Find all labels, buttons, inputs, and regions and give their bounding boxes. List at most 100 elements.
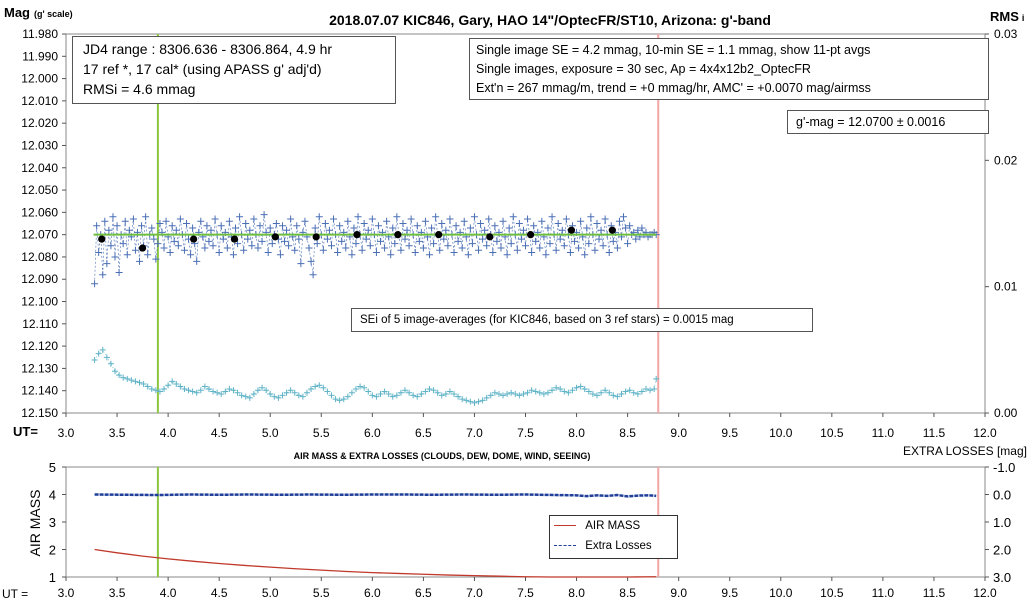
rmsi-point: [312, 383, 319, 390]
rmsi-point: [128, 377, 135, 384]
rmsi-point: [483, 394, 490, 401]
individual-image-point: [507, 240, 515, 248]
rmsi-point: [536, 389, 543, 396]
individual-image-point: [348, 251, 356, 259]
individual-image-point: [546, 240, 554, 248]
rmsi-point: [222, 388, 229, 395]
rmsi-point: [653, 375, 660, 382]
individual-image-point: [517, 235, 525, 243]
rmsi-line: [94, 349, 657, 404]
rmsi-point: [471, 399, 478, 406]
rmsi-point: [598, 389, 605, 396]
individual-image-point: [142, 213, 150, 221]
individual-image-point: [609, 237, 617, 245]
individual-image-point: [444, 242, 452, 250]
individual-image-point: [615, 217, 623, 225]
individual-image-point: [528, 248, 536, 256]
top-y-tick-label: 12.100: [21, 295, 58, 309]
top-y-tick-label: 12.030: [21, 138, 58, 152]
individual-image-point: [605, 248, 613, 256]
individual-image-point: [577, 217, 585, 225]
rmsi-point: [642, 385, 649, 392]
individual-image-point: [601, 215, 609, 223]
individual-image-point: [460, 217, 468, 225]
rmsi-point: [422, 388, 429, 395]
legend-item-extra-losses: Extra Losses: [554, 540, 652, 556]
bottom-y2-axis-label: EXTRA LOSSES [mag]: [903, 444, 1027, 458]
individual-image-point: [466, 224, 474, 232]
top-x-tick-label: 6.0: [364, 426, 381, 440]
individual-image-point: [180, 246, 188, 254]
individual-image-point: [483, 242, 491, 250]
top-x-tick-label: 7.5: [517, 426, 534, 440]
rmsi-point: [479, 397, 486, 404]
top-x-tick-label: 10.0: [769, 426, 793, 440]
individual-image-point: [174, 242, 182, 250]
individual-image-point: [313, 240, 321, 248]
extra-losses-series: [94, 493, 657, 498]
rmsi-point: [250, 391, 257, 398]
rmsi-point: [214, 389, 221, 396]
rmsi-point: [132, 378, 139, 385]
individual-image-point: [591, 246, 599, 254]
rmsi-point: [385, 391, 392, 398]
individual-image-point: [103, 260, 111, 268]
individual-image-point: [131, 246, 139, 254]
individual-image-point: [391, 240, 399, 248]
top-y-axis-label: Mag (g' scale): [4, 5, 73, 20]
rmsi-point: [606, 389, 613, 396]
individual-image-point: [321, 220, 329, 227]
bottom-x-tick-label: 4.0: [160, 586, 177, 600]
rmsi-point: [267, 391, 274, 398]
rmsi-point: [348, 389, 355, 396]
bottom-x-tick-label: 8.5: [619, 586, 636, 600]
rmsi-point: [581, 385, 588, 392]
individual-image-point: [168, 222, 176, 230]
rmsi-point: [585, 388, 592, 395]
rmsi-point: [99, 346, 106, 353]
individual-image-point: [358, 246, 366, 254]
average-point: [138, 244, 147, 252]
individual-image-point: [566, 248, 574, 256]
average-point: [312, 233, 320, 241]
rmsi-point: [418, 391, 425, 398]
individual-image-point: [172, 226, 180, 234]
rmsi-point: [287, 387, 294, 394]
bottom-y2-tick-label: 0.0: [993, 488, 1011, 503]
rmsi-point: [177, 383, 184, 390]
individual-image-point: [430, 240, 438, 248]
individual-image-point: [626, 222, 634, 230]
bottom-y2-tick-label: 3.0: [993, 570, 1011, 585]
individual-image-point: [105, 226, 113, 234]
individual-image-point: [403, 226, 411, 234]
individual-image-point: [421, 217, 429, 225]
rmsi-point: [332, 396, 339, 403]
bottom-x-tick-label: 9.0: [670, 586, 687, 600]
individual-image-point: [150, 235, 158, 243]
rmsi-point: [226, 385, 233, 392]
rmsi-point: [414, 393, 421, 400]
top-x-tick-label: 4.0: [160, 426, 177, 440]
rmsi-point: [161, 385, 168, 392]
individual-image-point: [327, 242, 335, 250]
rmsi-point: [614, 393, 621, 400]
individual-image-point: [470, 213, 478, 221]
individual-image-point: [366, 242, 374, 250]
average-point: [230, 235, 239, 243]
individual-image-point: [556, 235, 564, 243]
top-x-tick-label: 11.5: [923, 426, 946, 440]
rmsi-point: [406, 389, 413, 396]
rmsi-point: [234, 389, 241, 396]
individual-image-point: [436, 246, 444, 254]
individual-image-point: [552, 246, 560, 254]
top-x-tick-label: 8.5: [619, 426, 636, 440]
rmsi-point: [103, 354, 110, 361]
individual-image-point: [305, 244, 313, 252]
rmsi-point: [516, 392, 523, 399]
average-point: [271, 233, 279, 241]
individual-image-point: [205, 237, 213, 245]
individual-image-point: [176, 215, 184, 223]
bottom-x-tick-label: 7.5: [517, 586, 534, 600]
rmsi-point: [230, 387, 237, 394]
rmsi-point: [463, 397, 470, 404]
